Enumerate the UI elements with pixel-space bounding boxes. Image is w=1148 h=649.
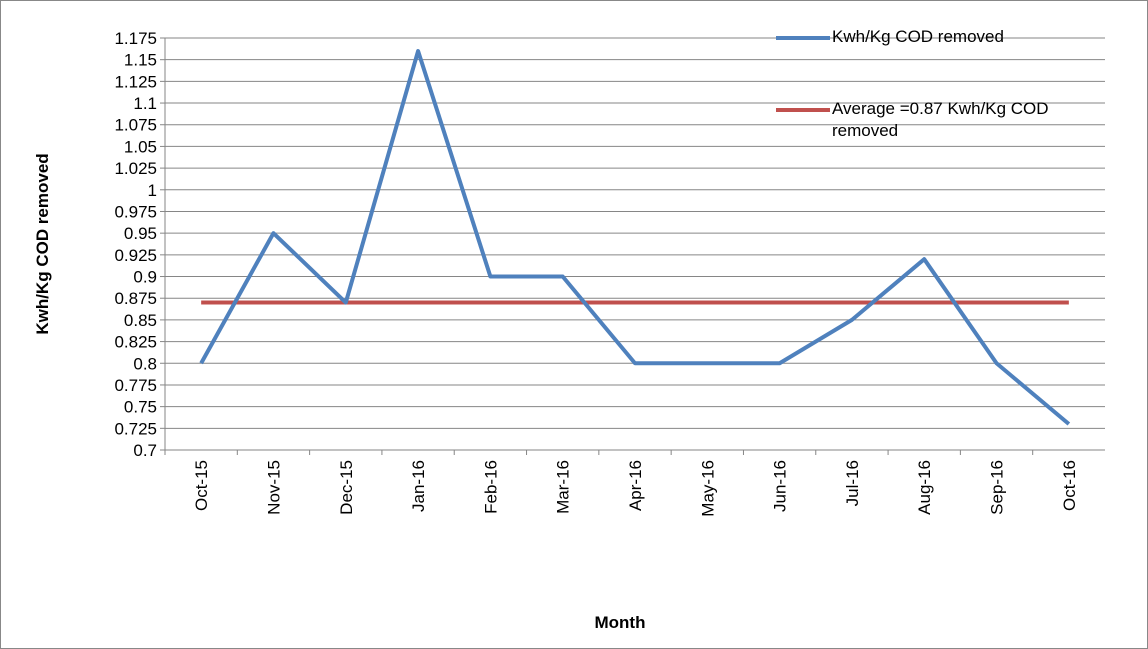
y-tick-label: 0.85 [124, 311, 157, 330]
x-tick-label: Aug-16 [915, 460, 934, 515]
y-tick-label: 0.925 [114, 246, 157, 265]
y-tick-label: 0.725 [114, 419, 157, 438]
y-tick-label: 0.775 [114, 376, 157, 395]
y-tick-label: 1.025 [114, 159, 157, 178]
x-tick-label: Jan-16 [409, 460, 428, 512]
x-tick-label: Oct-15 [192, 460, 211, 511]
y-tick-label: 0.975 [114, 202, 157, 221]
y-tick-label: 0.8 [133, 354, 157, 373]
y-tick-label: 1.05 [124, 137, 157, 156]
legend-label: Average =0.87 Kwh/Kg COD removed [832, 99, 1049, 140]
x-tick-label: Dec-15 [337, 460, 356, 515]
y-tick-label: 1.15 [124, 51, 157, 70]
x-tick-label: Jun-16 [771, 460, 790, 512]
y-tick-label: 1.175 [114, 29, 157, 48]
x-tick-label: Sep-16 [988, 460, 1007, 515]
y-tick-label: 0.7 [133, 441, 157, 460]
x-axis-title: Month [595, 613, 646, 632]
y-tick-label: 0.9 [133, 268, 157, 287]
y-tick-label: 1 [148, 181, 157, 200]
y-axis-title: Kwh/Kg COD removed [33, 153, 52, 334]
series-line [199, 49, 1071, 426]
y-tick-label: 1.125 [114, 72, 157, 91]
y-tick-label: 0.75 [124, 398, 157, 417]
x-tick-label: Jul-16 [843, 460, 862, 506]
legend-label: Kwh/Kg COD removed [832, 27, 1004, 46]
y-tick-label: 0.825 [114, 333, 157, 352]
y-tick-label: 0.95 [124, 224, 157, 243]
y-tick-label: 1.075 [114, 116, 157, 135]
x-tick-label: Mar-16 [554, 460, 573, 514]
x-tick-label: Nov-15 [264, 460, 283, 515]
x-tick-label: Oct-16 [1060, 460, 1079, 511]
x-tick-label: Feb-16 [481, 460, 500, 514]
x-tick-label: May-16 [698, 460, 717, 517]
y-tick-label: 1.1 [133, 94, 157, 113]
y-tick-label: 0.875 [114, 289, 157, 308]
x-tick-label: Apr-16 [626, 460, 645, 511]
